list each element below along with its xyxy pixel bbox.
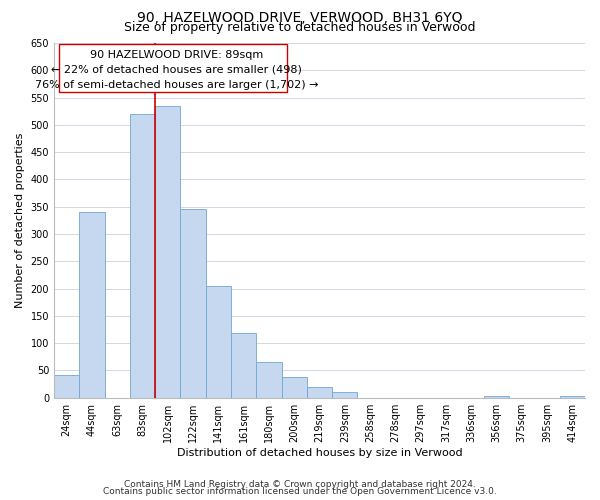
X-axis label: Distribution of detached houses by size in Verwood: Distribution of detached houses by size … — [177, 448, 463, 458]
Bar — [54, 375, 79, 398]
Bar — [181, 210, 206, 398]
Text: 90, HAZELWOOD DRIVE, VERWOOD, BH31 6YQ: 90, HAZELWOOD DRIVE, VERWOOD, BH31 6YQ — [137, 12, 463, 26]
Text: 90 HAZELWOOD DRIVE: 89sqm: 90 HAZELWOOD DRIVE: 89sqm — [90, 50, 263, 59]
Bar — [560, 396, 585, 398]
Y-axis label: Number of detached properties: Number of detached properties — [15, 132, 25, 308]
Text: Contains public sector information licensed under the Open Government Licence v3: Contains public sector information licen… — [103, 487, 497, 496]
Bar — [130, 114, 155, 398]
Bar — [307, 387, 332, 398]
Text: Size of property relative to detached houses in Verwood: Size of property relative to detached ho… — [124, 21, 476, 34]
Bar — [332, 392, 358, 398]
Bar — [206, 286, 231, 398]
Bar — [155, 106, 181, 398]
Bar — [484, 396, 509, 398]
Text: Contains HM Land Registry data © Crown copyright and database right 2024.: Contains HM Land Registry data © Crown c… — [124, 480, 476, 489]
Bar — [231, 334, 256, 398]
Bar — [79, 212, 104, 398]
Bar — [281, 377, 307, 398]
Text: 76% of semi-detached houses are larger (1,702) →: 76% of semi-detached houses are larger (… — [35, 80, 319, 90]
Text: ← 22% of detached houses are smaller (498): ← 22% of detached houses are smaller (49… — [51, 65, 302, 75]
Bar — [59, 44, 287, 92]
Bar — [256, 362, 281, 398]
